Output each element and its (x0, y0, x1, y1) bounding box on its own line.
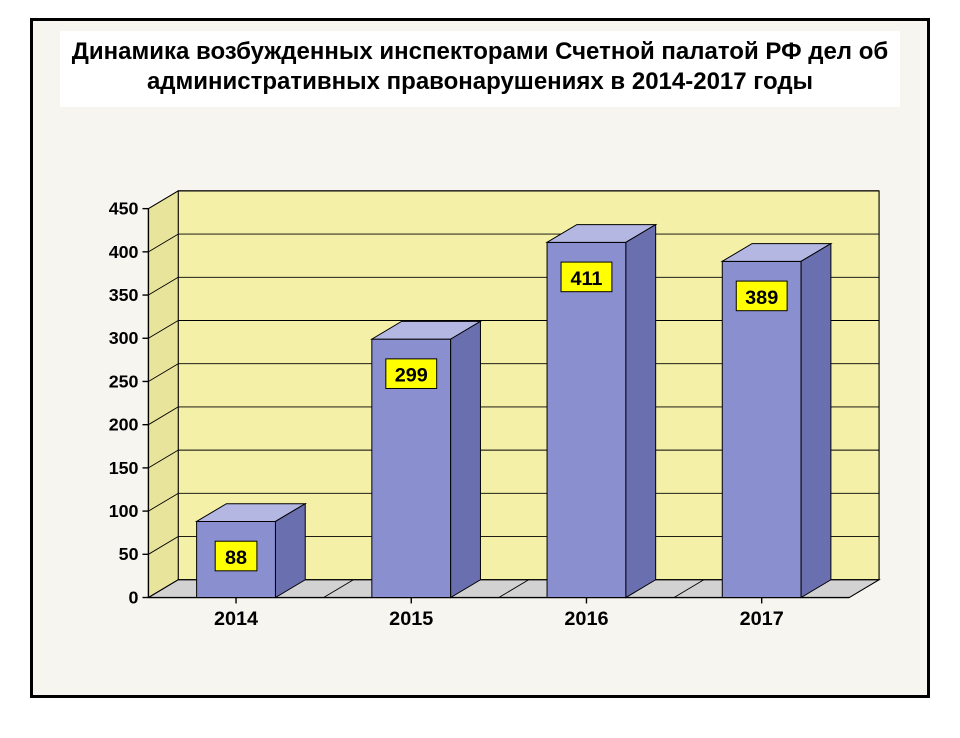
svg-text:0: 0 (129, 587, 139, 607)
chart-title: Динамика возбужденных инспекторами Счетн… (60, 31, 900, 107)
svg-text:2016: 2016 (564, 608, 608, 630)
svg-text:389: 389 (745, 287, 778, 309)
svg-text:88: 88 (225, 547, 247, 569)
svg-text:50: 50 (119, 544, 139, 564)
svg-text:200: 200 (109, 415, 139, 435)
svg-text:150: 150 (109, 458, 139, 478)
chart-frame: Динамика возбужденных инспекторами Счетн… (30, 18, 930, 698)
svg-text:2015: 2015 (389, 608, 433, 630)
svg-text:250: 250 (109, 371, 139, 391)
svg-text:450: 450 (109, 199, 139, 219)
svg-text:300: 300 (109, 328, 139, 348)
svg-text:2014: 2014 (214, 608, 258, 630)
chart-svg: 0 50 100 150 200 250 300 350 400 450 2014 2015 2016 2… (71, 181, 889, 637)
plot-area: 0 50 100 150 200 250 300 350 400 450 2014 2015 2016 2… (71, 181, 889, 637)
svg-text:2017: 2017 (740, 608, 784, 630)
svg-text:100: 100 (109, 501, 139, 521)
svg-text:411: 411 (570, 268, 602, 290)
svg-text:400: 400 (109, 242, 139, 262)
svg-text:350: 350 (109, 285, 139, 305)
svg-text:299: 299 (395, 365, 428, 387)
